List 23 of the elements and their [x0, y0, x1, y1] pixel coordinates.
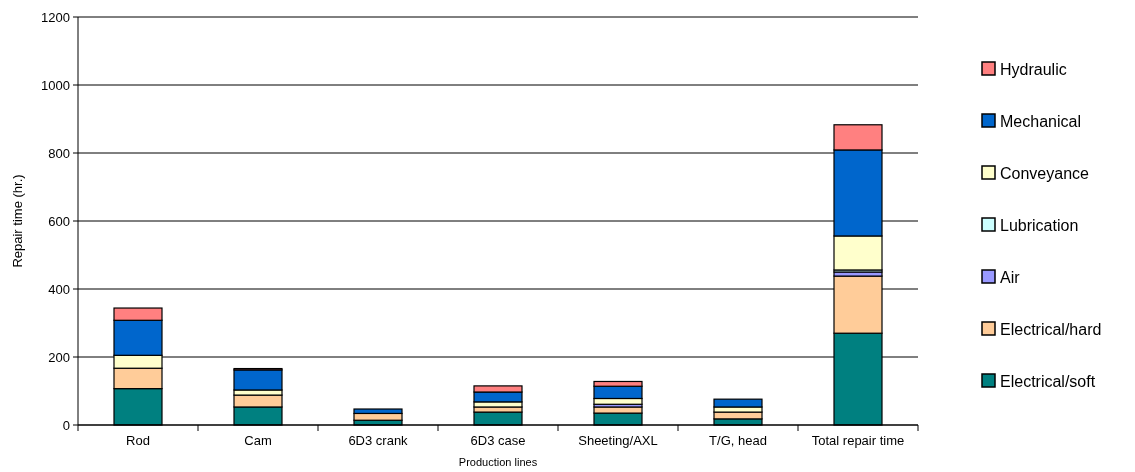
y-axis-title: Repair time (hr.): [10, 174, 25, 268]
x-axis-title: Production lines: [458, 456, 538, 468]
legend-label: Electrical/soft: [1000, 372, 1096, 390]
x-tick-label: Sheeting/AXL: [578, 433, 658, 448]
y-tick-label: 600: [48, 213, 70, 229]
y-tick-label: 400: [48, 281, 70, 297]
legend-label: Air: [1000, 268, 1021, 286]
legend-label: Hydraulic: [1000, 60, 1067, 78]
x-tick-label: Rod: [126, 433, 150, 448]
x-tick-label: 6D3 crank: [348, 433, 409, 448]
legend-label: Conveyance: [1000, 164, 1090, 182]
x-tick-label: T/G, head: [709, 433, 767, 448]
legend-label: Lubrication: [1000, 216, 1079, 234]
x-tick-label: Cam: [244, 433, 272, 448]
y-tick-label: 1200: [41, 9, 70, 25]
y-tick-label: 200: [48, 349, 70, 365]
legend-label: Electrical/hard: [1000, 320, 1102, 338]
y-tick-label: 1000: [41, 77, 70, 93]
x-tick-label: Total repair time: [811, 433, 905, 448]
y-tick-label: 0: [62, 417, 70, 433]
x-tick-label: 6D3 case: [470, 433, 526, 448]
legend-label: Mechanical: [1000, 112, 1081, 130]
y-tick-label: 800: [48, 145, 70, 161]
